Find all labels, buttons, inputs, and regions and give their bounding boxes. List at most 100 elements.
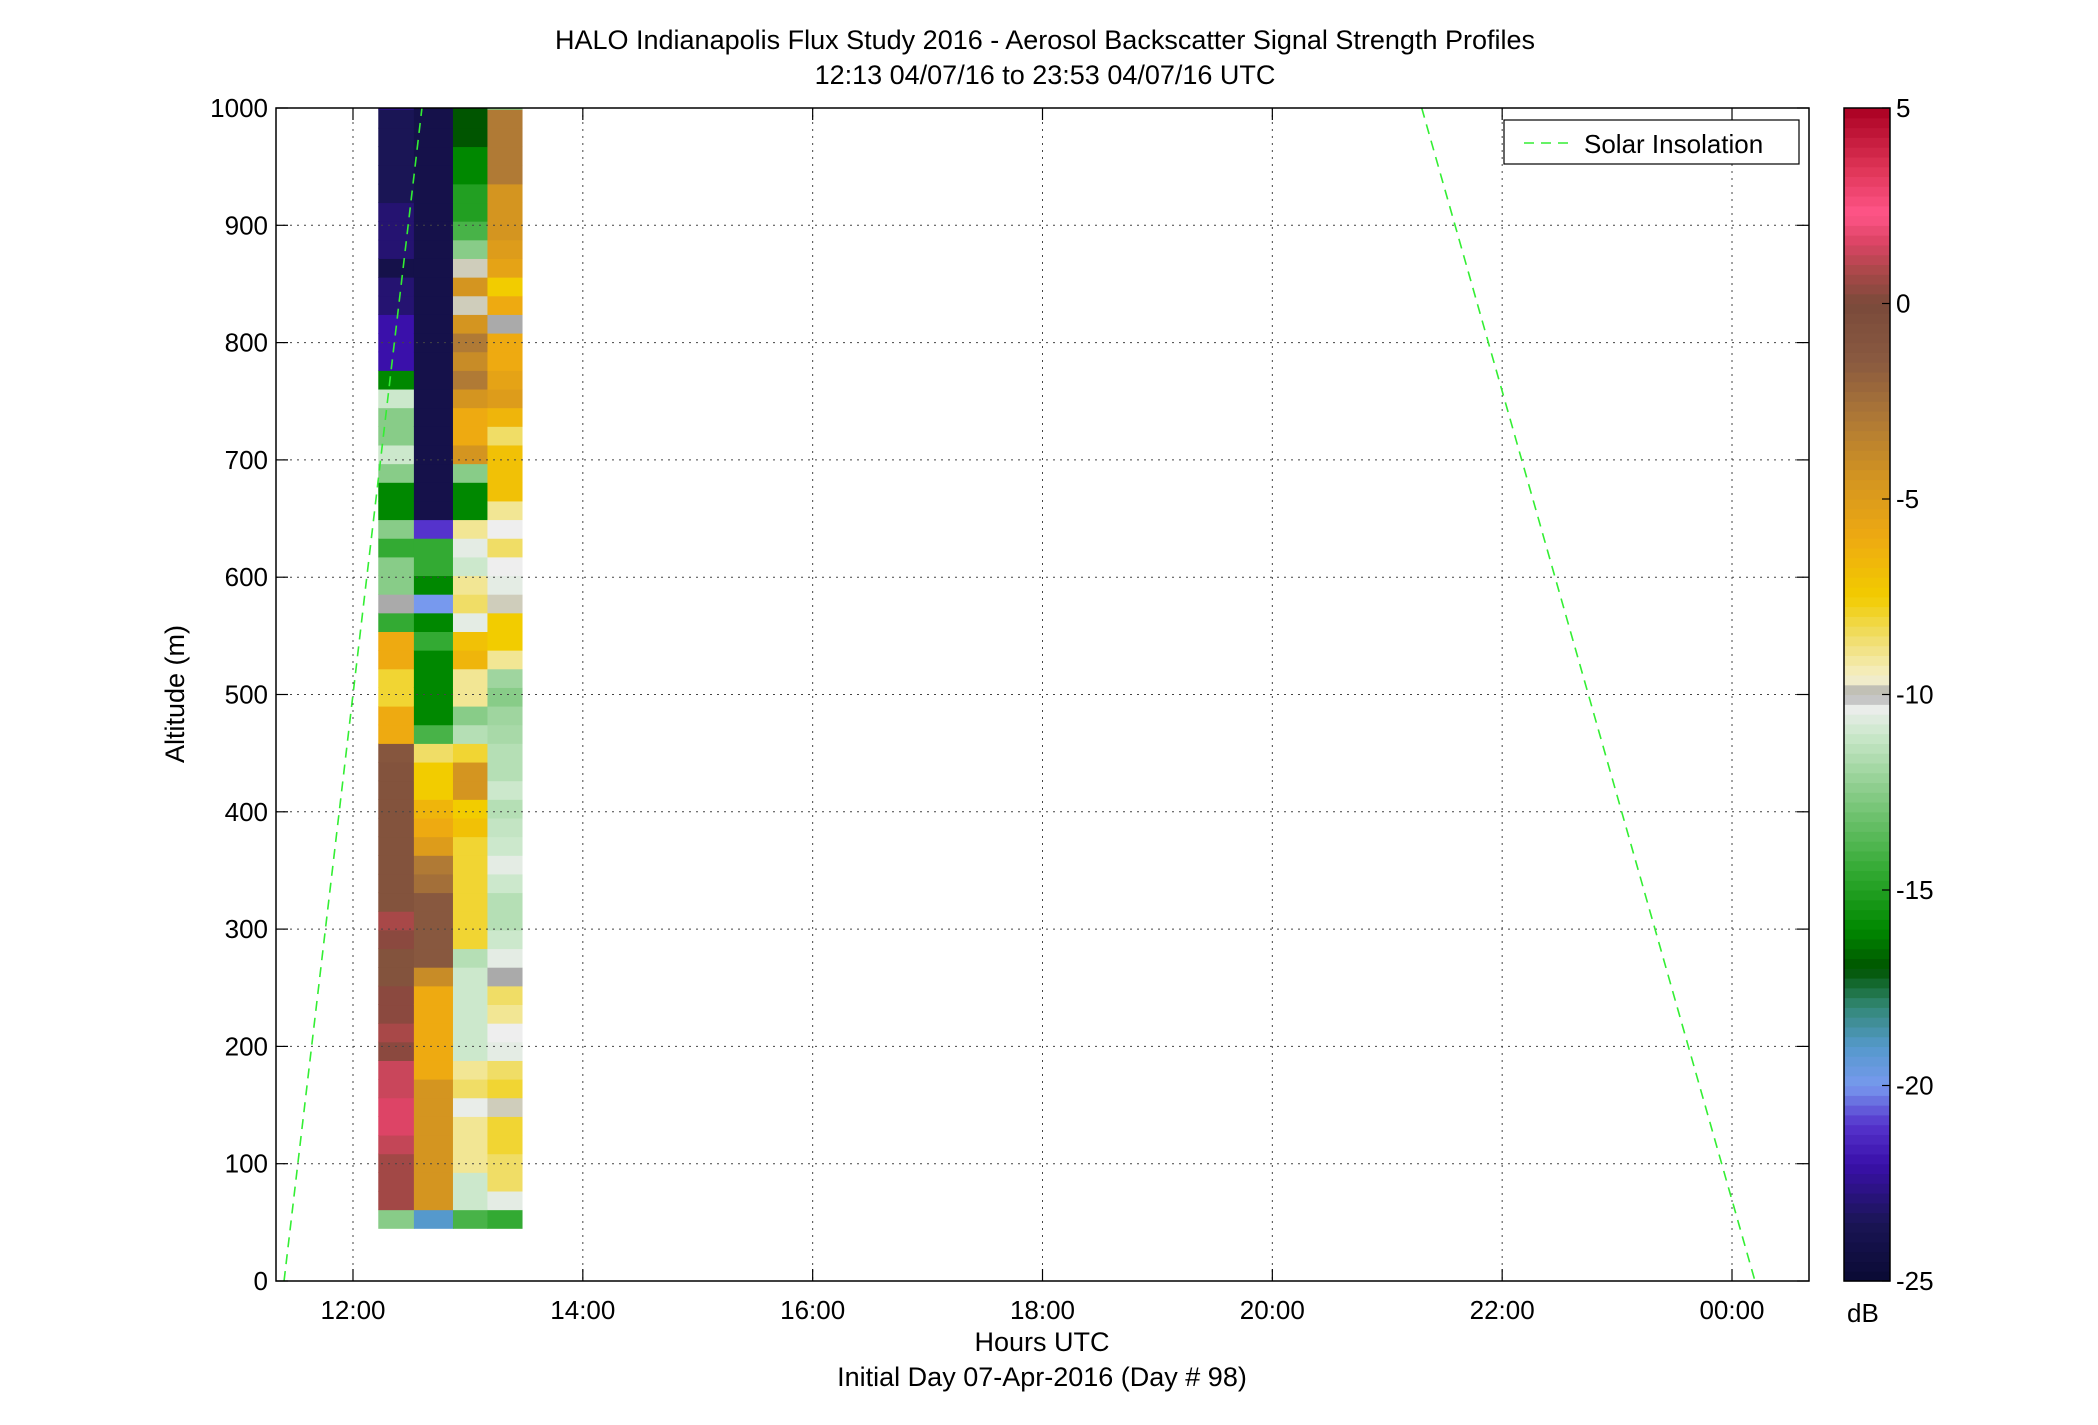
heatmap-cell xyxy=(487,948,523,968)
heatmap-cell xyxy=(378,612,415,632)
colorbar-band xyxy=(1844,577,1890,588)
heatmap-cell xyxy=(487,444,523,465)
heatmap-cell xyxy=(452,724,489,744)
heatmap-cell xyxy=(413,687,454,707)
colorbar-band xyxy=(1844,205,1890,217)
heatmap-cell xyxy=(378,146,415,166)
heatmap-cell xyxy=(413,594,454,614)
heatmap-cell xyxy=(378,855,415,875)
heatmap-cell xyxy=(378,911,415,931)
heatmap-cell xyxy=(487,668,523,688)
heatmap-cell xyxy=(378,444,415,465)
heatmap-cell xyxy=(452,556,489,577)
heatmap-cell xyxy=(487,855,523,875)
colorbar-band xyxy=(1844,1232,1890,1243)
heatmap-cell xyxy=(378,277,415,297)
y-axis-ticks: 0 100 200 300 400 500 600 700 800 900 1000 xyxy=(210,93,1809,1296)
heatmap-cell xyxy=(452,911,489,931)
heatmap-cell xyxy=(413,108,454,110)
heatmap-cell xyxy=(413,985,454,1006)
colorbar-band xyxy=(1844,714,1890,725)
colorbar-band xyxy=(1844,782,1890,793)
heatmap-cell xyxy=(452,183,489,204)
heatmap-cell xyxy=(413,127,454,148)
heatmap-cell xyxy=(452,575,489,595)
heatmap-cell xyxy=(452,277,489,297)
heatmap-cell xyxy=(413,668,454,688)
heatmap-cell xyxy=(452,109,489,129)
colorbar-gradient xyxy=(1844,108,1890,1282)
heatmap-cell xyxy=(452,426,489,446)
heatmap-cell xyxy=(487,761,523,782)
heatmap-cell xyxy=(378,183,415,204)
colorbar-band xyxy=(1844,1222,1890,1233)
heatmap-cell xyxy=(452,295,489,315)
heatmap-cell xyxy=(413,314,454,334)
colorbar-band xyxy=(1844,469,1890,481)
heatmap-cell xyxy=(487,799,523,819)
heatmap-cell xyxy=(452,444,489,465)
y-tick-label: 800 xyxy=(225,328,268,358)
heatmap-cell xyxy=(487,538,523,558)
heatmap-cell xyxy=(413,444,454,465)
colorbar-band xyxy=(1844,743,1890,754)
heatmap-cell xyxy=(452,314,489,334)
heatmap-cell xyxy=(378,109,415,129)
heatmap-cell xyxy=(452,1041,489,1061)
heatmap-cell xyxy=(378,1116,415,1136)
heatmap-cell xyxy=(378,892,415,912)
colorbar-band xyxy=(1844,821,1890,832)
heatmap-cell xyxy=(378,668,415,688)
heatmap-cell xyxy=(487,929,523,950)
heatmap-cell xyxy=(452,650,489,670)
heatmap-cell xyxy=(413,277,454,297)
colorbar-band xyxy=(1844,313,1890,324)
heatmap-cell xyxy=(487,1023,523,1043)
heatmap-cell xyxy=(487,1041,523,1061)
colorbar-band xyxy=(1844,968,1890,979)
heatmap-cell xyxy=(487,426,523,446)
heatmap-cell xyxy=(413,1060,454,1080)
colorbar-band xyxy=(1844,108,1890,119)
heatmap-cell xyxy=(452,817,489,838)
colorbar-band xyxy=(1844,850,1890,862)
colorbar-tick-label: -10 xyxy=(1896,680,1934,710)
heatmap-cell xyxy=(452,855,489,875)
heatmap-cell xyxy=(378,929,415,950)
heatmap-cell xyxy=(452,836,489,856)
colorbar-band xyxy=(1844,1017,1890,1028)
heatmap-cell xyxy=(413,407,454,427)
colorbar-band xyxy=(1844,792,1890,803)
heatmap-cell xyxy=(452,873,489,894)
heatmap-cell xyxy=(378,519,415,539)
heatmap-cell xyxy=(452,948,489,968)
heatmap-cell xyxy=(487,612,523,632)
colorbar-band xyxy=(1844,1075,1890,1087)
heatmap-cell xyxy=(413,892,454,912)
colorbar-band xyxy=(1844,391,1890,402)
heatmap-cell xyxy=(452,239,489,259)
heatmap-cell xyxy=(487,463,523,483)
colorbar-band xyxy=(1844,841,1890,852)
colorbar-band xyxy=(1844,557,1890,569)
colorbar-band xyxy=(1844,890,1890,901)
heatmap-cell xyxy=(378,314,415,334)
heatmap-cell xyxy=(487,892,523,912)
heatmap-cell xyxy=(413,258,454,278)
colorbar-band xyxy=(1844,870,1890,881)
colorbar-band xyxy=(1844,1212,1890,1223)
y-tick-label: 100 xyxy=(225,1149,268,1179)
backscatter-heatmap xyxy=(378,108,523,1229)
y-tick-label: 900 xyxy=(225,210,268,240)
heatmap-cell xyxy=(413,1023,454,1043)
colorbar-tick-label: -25 xyxy=(1896,1266,1934,1296)
heatmap-cell xyxy=(487,388,523,409)
colorbar-band xyxy=(1844,430,1890,441)
colorbar-band xyxy=(1844,958,1890,969)
colorbar-band xyxy=(1844,195,1890,207)
heatmap-cell xyxy=(413,482,454,502)
colorbar-tick-label: 0 xyxy=(1896,289,1910,319)
heatmap-cell xyxy=(413,929,454,950)
heatmap-cell xyxy=(413,463,454,483)
heatmap-cell xyxy=(413,370,454,390)
